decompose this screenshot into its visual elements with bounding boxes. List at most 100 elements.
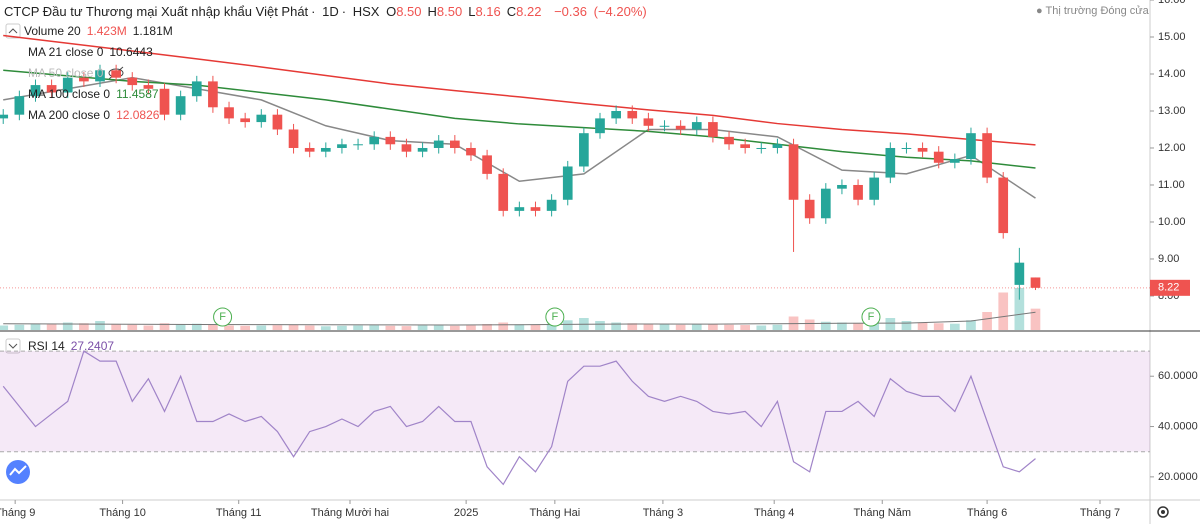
candle-body bbox=[675, 125, 686, 130]
volume-bar bbox=[562, 320, 573, 330]
title: CTCP Đầu tư Thương mại Xuất nhập khẩu Vi… bbox=[4, 4, 309, 19]
volume-bar bbox=[369, 325, 380, 330]
ma-line bbox=[3, 76, 1036, 199]
candle-body bbox=[127, 77, 138, 86]
collapse-button[interactable] bbox=[5, 23, 21, 39]
volume-bar bbox=[885, 318, 896, 330]
candle-body bbox=[595, 118, 605, 134]
x-tick-label: Tháng 10 bbox=[99, 507, 145, 519]
volume-bar bbox=[272, 325, 283, 330]
legend-ma: MA 100 close 0 11.4587 bbox=[28, 85, 159, 103]
volume-bar bbox=[1014, 288, 1025, 330]
candle-body bbox=[62, 77, 73, 93]
y-tick-label: 14.00 bbox=[1158, 68, 1186, 80]
candle-body bbox=[417, 147, 428, 152]
candle-body bbox=[691, 122, 702, 130]
ohlc-key: C bbox=[506, 4, 517, 19]
candle-body bbox=[353, 144, 363, 146]
x-tick-label: Tháng 3 bbox=[643, 507, 683, 519]
candle-body bbox=[579, 133, 589, 167]
volume-bar bbox=[691, 324, 702, 330]
candle-body bbox=[804, 199, 815, 219]
volume-bar bbox=[982, 312, 992, 330]
legend-ma: MA 50 close 0 bbox=[28, 64, 103, 82]
legend-name: MA 50 close 0 bbox=[28, 66, 104, 80]
legend-volume: Volume 20 1.423M 1.181M bbox=[24, 22, 173, 40]
candle-body bbox=[611, 110, 621, 119]
legend-value: 1.181M bbox=[132, 24, 173, 38]
candle-body bbox=[143, 85, 154, 89]
event-marker bbox=[545, 307, 565, 327]
event-label: F bbox=[219, 311, 226, 323]
y-tick-label: 12.00 bbox=[1158, 142, 1186, 154]
candle-body bbox=[933, 151, 944, 163]
volume-bar bbox=[14, 324, 25, 330]
candle-body bbox=[562, 166, 573, 200]
x-tick-label: Tháng Hai bbox=[529, 507, 580, 519]
volume-bar bbox=[79, 323, 89, 330]
rsi-line bbox=[2, 350, 1036, 486]
volume-bar bbox=[353, 325, 363, 330]
volume-bar bbox=[627, 323, 638, 330]
candle-body bbox=[772, 144, 783, 148]
volume-bar bbox=[546, 323, 557, 330]
volume-bar bbox=[804, 319, 815, 330]
candle-body bbox=[482, 155, 492, 174]
y-tick-label: 15.00 bbox=[1158, 31, 1186, 43]
candle-body bbox=[514, 207, 525, 211]
volume-bar bbox=[288, 324, 299, 330]
ohlc-value: 8.50 bbox=[396, 4, 422, 19]
volume-bar bbox=[917, 322, 928, 330]
volume-bar bbox=[224, 325, 234, 330]
volume-bar bbox=[62, 322, 73, 330]
volume-ma-line bbox=[3, 311, 1036, 326]
candle-body bbox=[885, 147, 896, 178]
candle-body bbox=[853, 184, 863, 200]
candle-body bbox=[337, 144, 347, 148]
ohlc-key: L bbox=[468, 4, 476, 19]
interval: 1D bbox=[322, 4, 339, 19]
legend-value: 10.6443 bbox=[109, 45, 153, 59]
legend-name: MA 200 close 0 bbox=[28, 108, 111, 122]
candle-body bbox=[740, 144, 750, 148]
volume-bar bbox=[950, 323, 960, 330]
legend-ma: MA 21 close 0 10.6443 bbox=[28, 43, 153, 61]
settings-icon[interactable] bbox=[1157, 506, 1169, 518]
candle-body bbox=[950, 159, 960, 163]
x-tick-label: Tháng Năm bbox=[854, 507, 911, 519]
ohlc-value: 8.50 bbox=[436, 4, 463, 19]
x-tick-label: 2025 bbox=[454, 507, 478, 519]
volume-bar bbox=[30, 323, 41, 330]
volume-bar bbox=[675, 324, 686, 330]
candle-body bbox=[530, 207, 541, 211]
candle-body bbox=[724, 136, 734, 145]
candle-body bbox=[385, 136, 396, 145]
volume-bar bbox=[191, 323, 202, 330]
volume-bar bbox=[820, 321, 831, 330]
volume-bar bbox=[0, 325, 9, 330]
candle-body bbox=[1014, 262, 1025, 285]
collapse-button[interactable] bbox=[5, 338, 21, 354]
candle-body bbox=[966, 133, 976, 160]
candle-body bbox=[304, 147, 315, 152]
x-tick-label: Tháng 9 bbox=[0, 507, 35, 519]
y-tick-label: 20.0000 bbox=[1158, 471, 1198, 483]
volume-bar bbox=[530, 324, 541, 330]
legend-value: 12.0826 bbox=[116, 108, 160, 122]
volume-bar bbox=[433, 325, 444, 330]
candle-body bbox=[998, 177, 1009, 234]
legend-name: RSI 14 bbox=[28, 339, 65, 353]
candle-body bbox=[837, 184, 847, 189]
ohlc-key: H bbox=[427, 4, 437, 19]
candle-body bbox=[79, 77, 89, 82]
volume-bar bbox=[772, 324, 783, 330]
y-tick-label: 16.00 bbox=[1158, 0, 1186, 6]
candle-body bbox=[369, 136, 380, 145]
volume-bar bbox=[853, 323, 863, 330]
legend-value: 27.2407 bbox=[70, 339, 115, 353]
x-tick-label: Tháng Mười hai bbox=[311, 507, 389, 519]
x-tick-label: Tháng 6 bbox=[967, 507, 1007, 519]
candle-body bbox=[159, 88, 170, 115]
candle-body bbox=[820, 188, 831, 219]
volume-bar bbox=[756, 325, 767, 330]
